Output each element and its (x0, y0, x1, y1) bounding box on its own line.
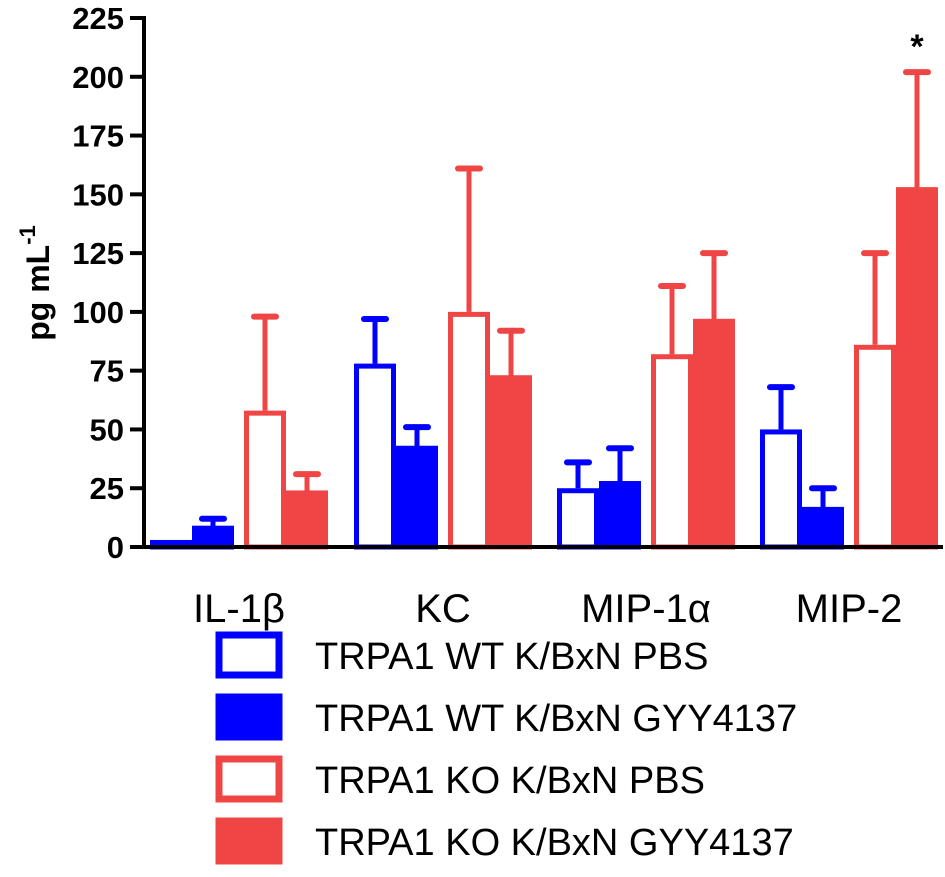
bar (244, 410, 286, 550)
x-tick-label: IL-1β (193, 587, 285, 631)
y-tick-label: 175 (72, 119, 124, 154)
bar (490, 375, 532, 550)
y-tick-label: 150 (72, 177, 124, 212)
y-tick-label: 75 (90, 354, 124, 389)
legend-swatch (215, 755, 283, 803)
svg-text:pg mL-1: pg mL-1 (15, 225, 56, 341)
y-tick-label: 50 (90, 412, 124, 447)
bar (557, 488, 599, 550)
bar (396, 445, 438, 550)
y-tick-label: 25 (90, 471, 124, 506)
y-tick-label: 100 (72, 295, 124, 330)
significance-star: * (910, 28, 924, 66)
bar (854, 344, 896, 550)
bar (286, 490, 328, 550)
legend-label: TRPA1 WT K/BxN GYY4137 (315, 698, 797, 740)
legend-label: TRPA1 WT K/BxN PBS (315, 636, 708, 678)
bar (354, 363, 396, 550)
bar (599, 481, 641, 550)
legend-swatch (215, 817, 283, 865)
y-axis-label: pg mL-1 (15, 225, 56, 341)
y-tick-label: 225 (72, 1, 124, 36)
legend-label: TRPA1 KO K/BxN PBS (315, 760, 705, 802)
legend-label: TRPA1 KO K/BxN GYY4137 (315, 822, 794, 864)
bar (896, 187, 938, 550)
x-axis: IL-1β KC MIP-1α MIP-2 (142, 545, 943, 631)
x-tick-label: MIP-1α (581, 587, 711, 631)
bar (448, 311, 490, 550)
y-tick-label: 125 (72, 236, 124, 271)
bar (693, 318, 735, 550)
y-axis-label-main: pg mL (20, 245, 56, 341)
bar (802, 506, 844, 550)
bar (651, 354, 693, 550)
y-tick-label: 200 (72, 60, 124, 95)
y-axis-label-superscript: -1 (15, 225, 40, 245)
legend: TRPA1 WT K/BxN PBS TRPA1 WT K/BxN GYY4137… (215, 631, 797, 865)
bar (192, 525, 234, 550)
legend-swatch (215, 693, 283, 741)
y-tick-label: 0 (107, 530, 124, 565)
y-axis: 0 25 50 75 100 125 150 175 200 225 (72, 1, 146, 565)
bars-group: * (150, 28, 938, 550)
x-tick-label: MIP-2 (796, 587, 903, 631)
legend-swatch (215, 631, 283, 679)
bar (760, 429, 802, 550)
x-tick-label: KC (415, 587, 471, 631)
